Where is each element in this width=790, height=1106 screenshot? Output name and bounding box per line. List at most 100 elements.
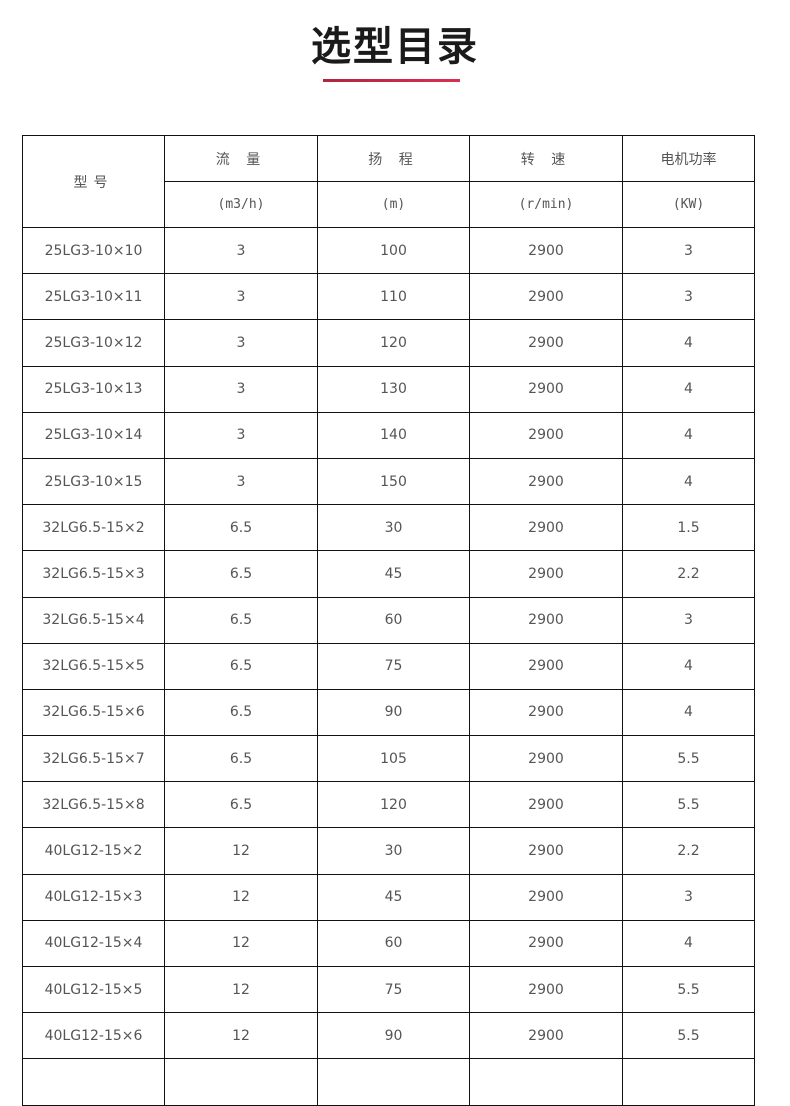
cell-empty	[469, 1058, 623, 1106]
cell-power: 4	[622, 365, 755, 413]
cell-power: 5.5	[622, 965, 755, 1014]
cell-power: 1.5	[622, 504, 755, 552]
cell-model: 40LG12-15×4	[22, 919, 165, 968]
cell-speed: 2900	[469, 735, 623, 783]
table-row: 25LG3-10×14 3 140 2900 4	[22, 411, 755, 459]
cell-head: 150	[317, 457, 470, 506]
cell-head: 130	[317, 365, 470, 413]
table-row: 32LG6.5-15×2 6.5 30 2900 1.5	[22, 504, 755, 552]
cell-model: 32LG6.5-15×5	[22, 642, 165, 690]
cell-flow: 12	[164, 965, 318, 1014]
cell-power: 3	[622, 596, 755, 644]
cell-flow: 3	[164, 411, 318, 459]
table-row: 32LG6.5-15×6 6.5 90 2900 4	[22, 688, 755, 737]
cell-model: 25LG3-10×15	[22, 457, 165, 506]
cell-empty	[164, 1058, 318, 1106]
table-row: 32LG6.5-15×3 6.5 45 2900 2.2	[22, 550, 755, 598]
cell-speed: 2900	[469, 965, 623, 1014]
table-row: 25LG3-10×10 3 100 2900 3	[22, 226, 755, 275]
table-row: 40LG12-15×5 12 75 2900 5.5	[22, 965, 755, 1014]
cell-model: 25LG3-10×12	[22, 319, 165, 367]
cell-power: 3	[622, 873, 755, 921]
cell-model: 25LG3-10×14	[22, 411, 165, 459]
cell-head: 75	[317, 642, 470, 690]
cell-power: 4	[622, 319, 755, 367]
cell-model: 40LG12-15×6	[22, 1012, 165, 1060]
header-row: 型号 流 量 扬 程 转 速 电机功率	[22, 135, 755, 228]
cell-flow: 12	[164, 1012, 318, 1060]
table-row: 40LG12-15×6 12 90 2900 5.5	[22, 1012, 755, 1060]
table-row: 40LG12-15×3 12 45 2900 3	[22, 873, 755, 921]
cell-flow: 3	[164, 319, 318, 367]
table-row: 32LG6.5-15×5 6.5 75 2900 4	[22, 642, 755, 690]
cell-flow: 6.5	[164, 504, 318, 552]
cell-model: 32LG6.5-15×6	[22, 688, 165, 737]
cell-head: 30	[317, 827, 470, 875]
cell-empty	[622, 1058, 755, 1106]
cell-power: 4	[622, 688, 755, 737]
table-row: 25LG3-10×13 3 130 2900 4	[22, 365, 755, 413]
cell-model: 40LG12-15×5	[22, 965, 165, 1014]
cell-flow: 3	[164, 365, 318, 413]
selection-table: 型号 流 量 扬 程 转 速 电机功率 (m3/h) (m) (r/min) (…	[22, 135, 755, 1106]
table-row: 25LG3-10×12 3 120 2900 4	[22, 319, 755, 367]
cell-head: 30	[317, 504, 470, 552]
unit-power: (KW)	[622, 181, 755, 228]
header-flow: 流 量	[164, 135, 318, 182]
table-row: 32LG6.5-15×4 6.5 60 2900 3	[22, 596, 755, 644]
cell-model: 25LG3-10×11	[22, 273, 165, 321]
cell-flow: 12	[164, 827, 318, 875]
cell-head: 75	[317, 965, 470, 1014]
cell-power: 2.2	[622, 827, 755, 875]
unit-speed: (r/min)	[469, 181, 623, 228]
cell-speed: 2900	[469, 919, 623, 968]
header-speed: 转 速	[469, 135, 623, 182]
cell-speed: 2900	[469, 642, 623, 690]
cell-power: 5.5	[622, 735, 755, 783]
cell-speed: 2900	[469, 319, 623, 367]
cell-head: 45	[317, 873, 470, 921]
cell-power: 3	[622, 273, 755, 321]
header-model: 型号	[22, 135, 165, 228]
cell-speed: 2900	[469, 457, 623, 506]
cell-model: 32LG6.5-15×3	[22, 550, 165, 598]
cell-speed: 2900	[469, 781, 623, 829]
cell-empty	[317, 1058, 470, 1106]
cell-power: 4	[622, 919, 755, 968]
cell-head: 140	[317, 411, 470, 459]
cell-speed: 2900	[469, 365, 623, 413]
cell-flow: 3	[164, 273, 318, 321]
cell-model: 32LG6.5-15×8	[22, 781, 165, 829]
cell-flow: 6.5	[164, 550, 318, 598]
table-row: 32LG6.5-15×8 6.5 120 2900 5.5	[22, 781, 755, 829]
cell-head: 100	[317, 226, 470, 275]
cell-head: 90	[317, 688, 470, 737]
table-row-partial	[22, 1058, 755, 1106]
cell-speed: 2900	[469, 596, 623, 644]
header-power: 电机功率	[622, 135, 755, 182]
cell-flow: 6.5	[164, 781, 318, 829]
cell-head: 120	[317, 319, 470, 367]
cell-speed: 2900	[469, 411, 623, 459]
cell-speed: 2900	[469, 504, 623, 552]
cell-speed: 2900	[469, 1012, 623, 1060]
cell-speed: 2900	[469, 873, 623, 921]
cell-speed: 2900	[469, 273, 623, 321]
cell-model: 25LG3-10×13	[22, 365, 165, 413]
cell-flow: 12	[164, 919, 318, 968]
cell-head: 60	[317, 919, 470, 968]
cell-power: 4	[622, 457, 755, 506]
cell-model: 25LG3-10×10	[22, 226, 165, 275]
cell-head: 60	[317, 596, 470, 644]
cell-flow: 3	[164, 226, 318, 275]
cell-power: 3	[622, 226, 755, 275]
table-row: 40LG12-15×4 12 60 2900 4	[22, 919, 755, 968]
cell-head: 90	[317, 1012, 470, 1060]
cell-empty	[22, 1058, 165, 1106]
cell-speed: 2900	[469, 550, 623, 598]
cell-model: 32LG6.5-15×4	[22, 596, 165, 644]
cell-power: 5.5	[622, 1012, 755, 1060]
cell-model: 32LG6.5-15×7	[22, 735, 165, 783]
cell-flow: 3	[164, 457, 318, 506]
table-row: 25LG3-10×11 3 110 2900 3	[22, 273, 755, 321]
